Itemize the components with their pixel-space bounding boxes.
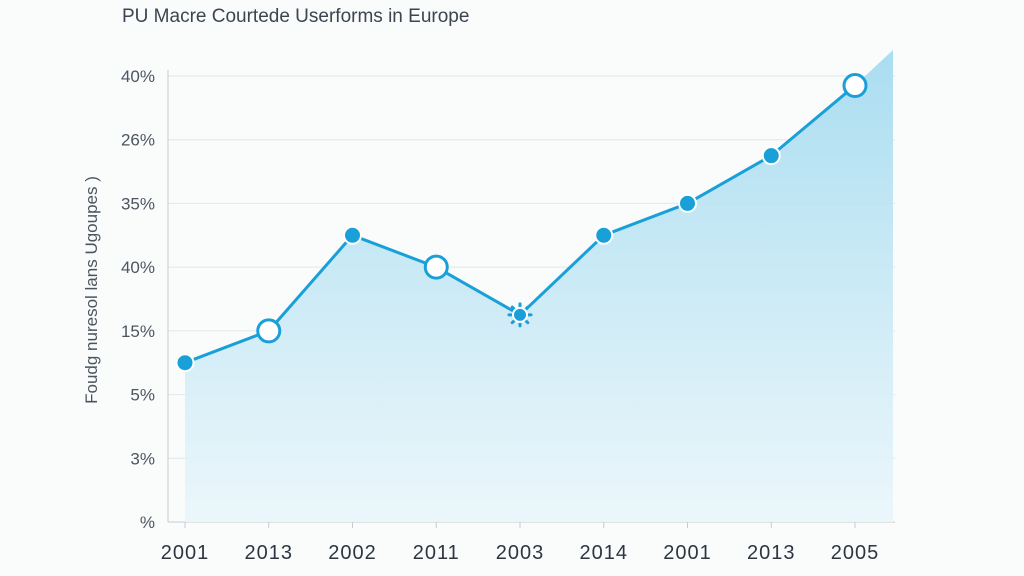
y-tick-label: 26% [121, 131, 155, 150]
x-tick-label: 2001 [161, 542, 210, 564]
data-point [842, 73, 868, 99]
chart-title: PU Macre Courtede Userforms in Europe [122, 6, 470, 27]
x-tick-label: 2003 [496, 542, 545, 564]
y-tick-label: 15% [121, 322, 155, 341]
y-tick-label: 3% [130, 449, 155, 468]
x-tick-label: 2005 [831, 542, 880, 564]
data-point [761, 146, 781, 166]
data-point [594, 225, 614, 245]
data-point [507, 302, 533, 328]
y-tick-label: 5% [130, 386, 155, 405]
y-tick-label: 35% [121, 194, 155, 213]
y-tick-label: 40% [121, 67, 155, 86]
data-point [175, 353, 195, 373]
data-point [343, 225, 362, 245]
x-tick-label: 2002 [328, 542, 377, 564]
data-point [256, 318, 282, 344]
x-tick-label: 2013 [245, 542, 294, 564]
area-fill [185, 50, 893, 522]
x-tick-label: 2001 [663, 542, 712, 564]
y-tick-label: % [140, 513, 155, 532]
x-tick-label: 2014 [580, 542, 629, 564]
data-point [423, 254, 449, 280]
data-point [678, 193, 697, 213]
x-tick-label: 2013 [747, 542, 796, 564]
x-tick-label: 2011 [413, 542, 460, 564]
y-tick-label: 40% [121, 258, 155, 277]
